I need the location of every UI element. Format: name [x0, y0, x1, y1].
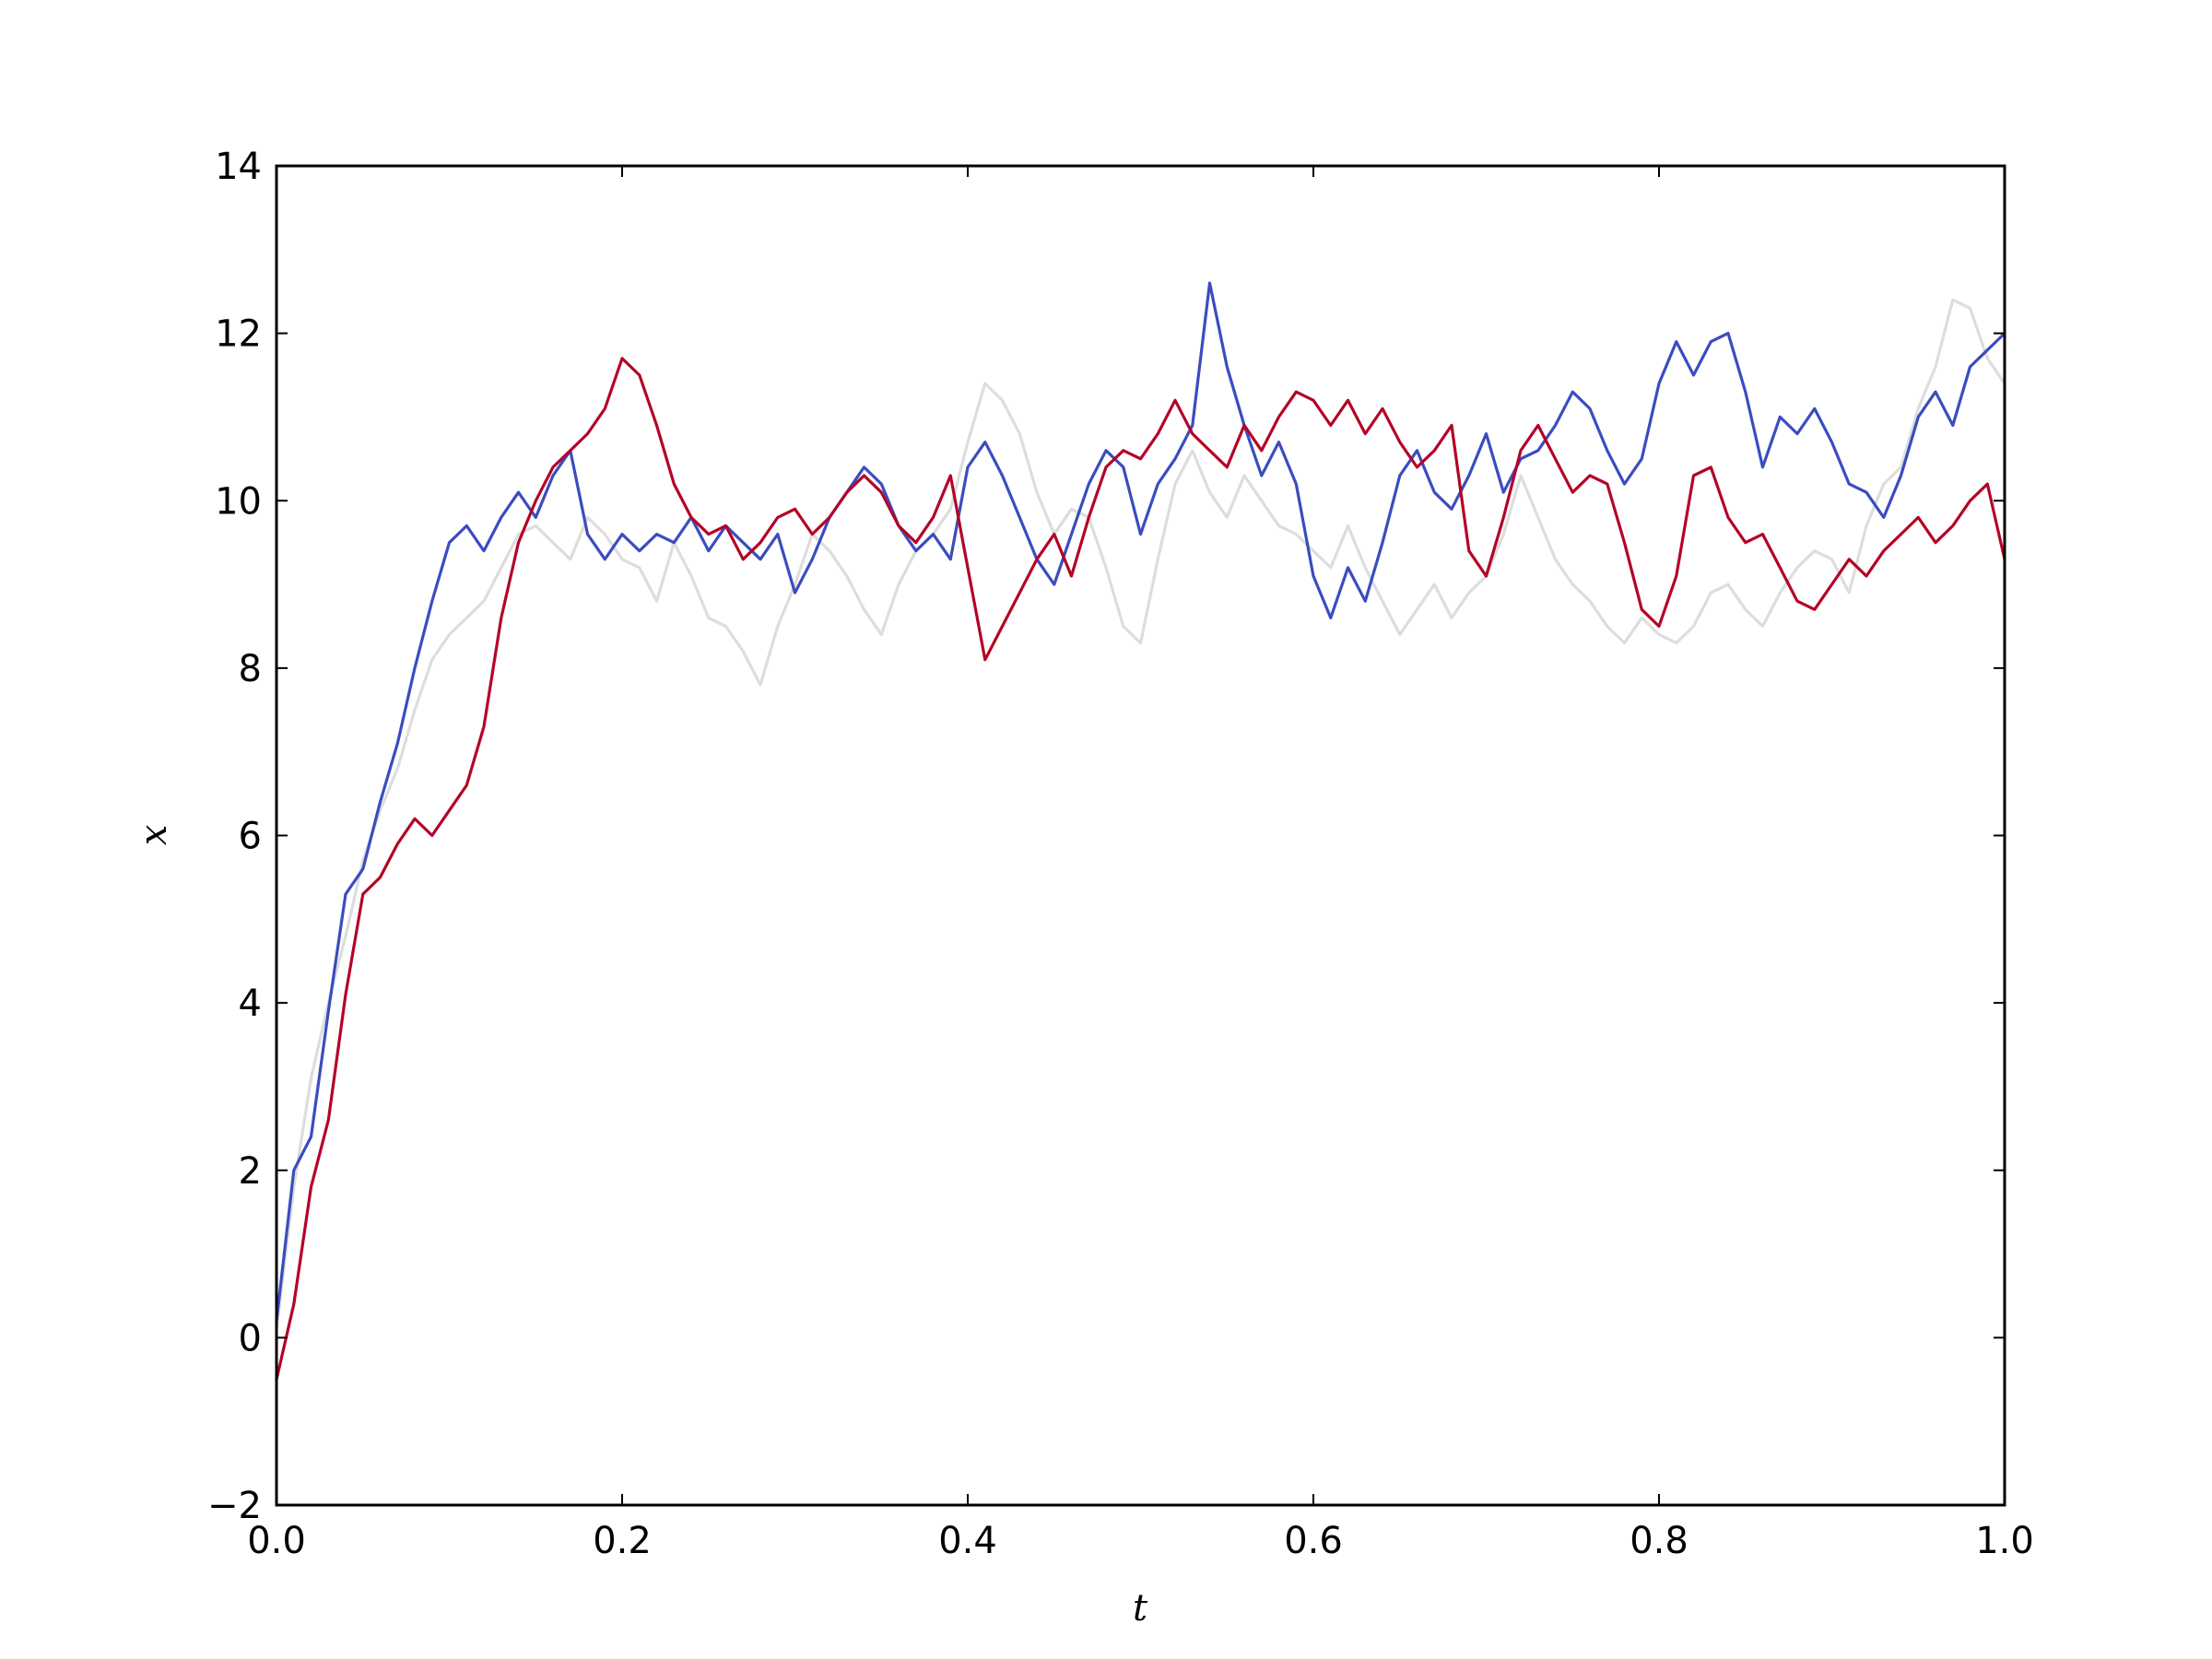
x-tick-label: 0.2 [593, 1520, 652, 1562]
plot-frame [275, 164, 2006, 1507]
y-tick-label: −2 [207, 1485, 262, 1527]
y-tick-label: 12 [215, 313, 262, 356]
x-tick-label: 0.6 [1284, 1520, 1343, 1562]
y-tick-label: 0 [239, 1317, 262, 1359]
series-line-2 [275, 281, 2006, 1323]
y-axis-label: x [133, 825, 175, 846]
x-tick-label: 0.8 [1630, 1520, 1688, 1562]
x-axis-label: t [1133, 1587, 1148, 1630]
y-tick-label: 2 [239, 1150, 262, 1193]
series-line-1 [275, 298, 2006, 1331]
series-line-3 [275, 357, 2006, 1382]
series-layer [275, 281, 2006, 1382]
y-tick-label: 6 [239, 816, 262, 858]
x-tick-label: 0.4 [938, 1520, 997, 1562]
y-tick-label: 4 [239, 982, 262, 1025]
y-tick-label: 10 [215, 480, 262, 523]
y-tick-label: 14 [215, 146, 262, 188]
x-tick-label: 0.0 [247, 1520, 306, 1562]
y-tick-label: 8 [239, 648, 262, 690]
x-tick-label: 1.0 [1975, 1520, 2034, 1562]
tick-layer: 0.0 0.2 0.4 0.6 0.8 1.0 −2 0 2 4 6 8 10 12 14 [207, 146, 2034, 1562]
